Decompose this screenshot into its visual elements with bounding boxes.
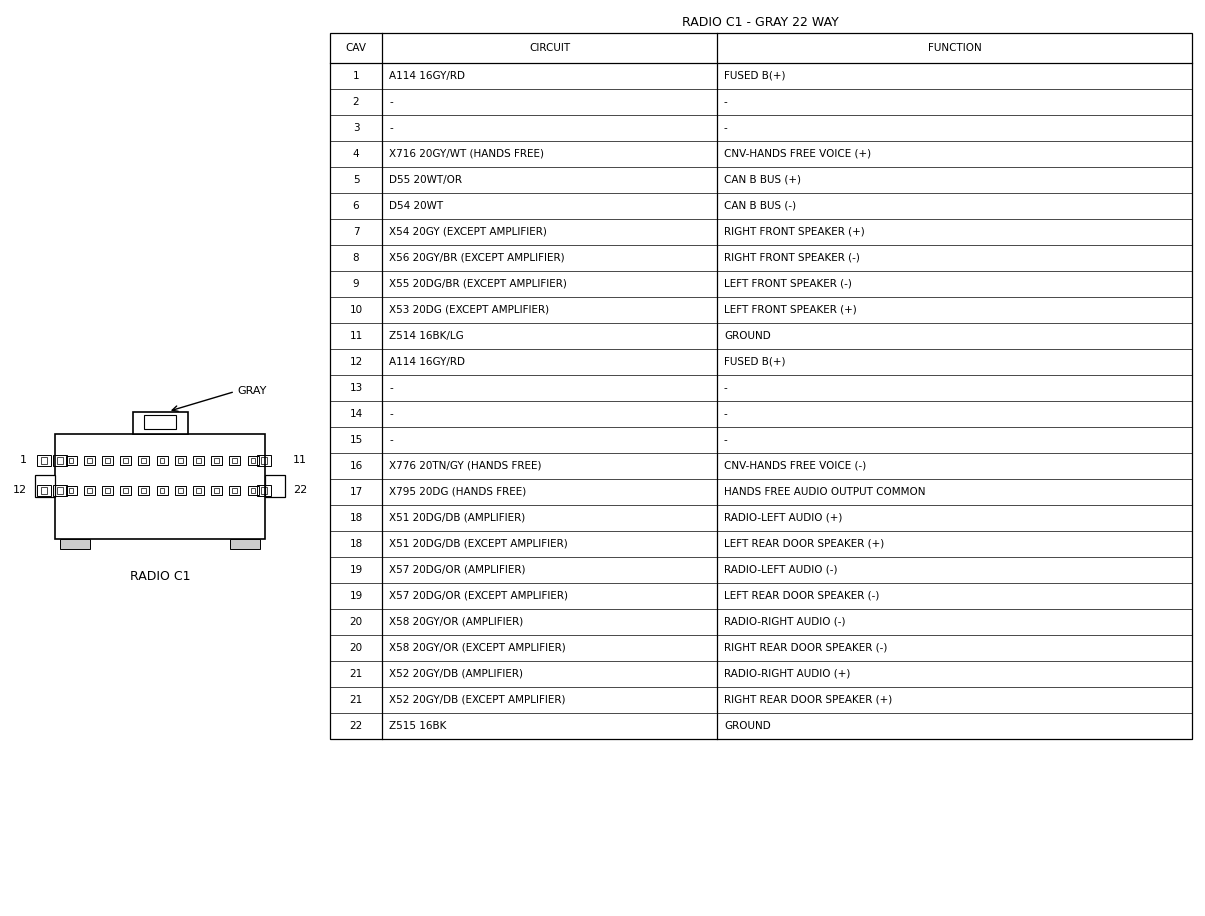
Text: X795 20DG (HANDS FREE): X795 20DG (HANDS FREE) (389, 487, 527, 497)
Text: -: - (724, 97, 728, 107)
Text: HANDS FREE AUDIO OUTPUT COMMON: HANDS FREE AUDIO OUTPUT COMMON (724, 487, 925, 497)
Text: -: - (724, 409, 728, 419)
Text: 1: 1 (20, 455, 27, 465)
Text: -: - (389, 383, 393, 393)
Text: Z515 16BK: Z515 16BK (389, 721, 446, 731)
Text: X52 20GY/DB (EXCEPT AMPLIFIER): X52 20GY/DB (EXCEPT AMPLIFIER) (389, 695, 565, 705)
Text: X52 20GY/DB (AMPLIFIER): X52 20GY/DB (AMPLIFIER) (389, 669, 523, 679)
Text: 6: 6 (353, 201, 359, 211)
Text: RIGHT REAR DOOR SPEAKER (+): RIGHT REAR DOOR SPEAKER (+) (724, 695, 892, 705)
Text: RADIO-RIGHT AUDIO (+): RADIO-RIGHT AUDIO (+) (724, 669, 851, 679)
Text: GROUND: GROUND (724, 721, 771, 731)
Text: X58 20GY/OR (AMPLIFIER): X58 20GY/OR (AMPLIFIER) (389, 617, 523, 627)
Text: -: - (389, 123, 393, 133)
Text: LEFT REAR DOOR SPEAKER (-): LEFT REAR DOOR SPEAKER (-) (724, 591, 880, 601)
Text: RADIO C1: RADIO C1 (130, 570, 190, 583)
Text: 4: 4 (353, 149, 359, 159)
Text: RADIO C1 - GRAY 22 WAY: RADIO C1 - GRAY 22 WAY (682, 16, 839, 29)
Text: LEFT FRONT SPEAKER (-): LEFT FRONT SPEAKER (-) (724, 279, 852, 289)
Text: RADIO-LEFT AUDIO (+): RADIO-LEFT AUDIO (+) (724, 513, 842, 523)
Text: CAV: CAV (346, 43, 366, 53)
Text: FUSED B(+): FUSED B(+) (724, 71, 786, 81)
Text: LEFT REAR DOOR SPEAKER (+): LEFT REAR DOOR SPEAKER (+) (724, 539, 884, 549)
Text: 17: 17 (349, 487, 363, 497)
Text: 21: 21 (349, 695, 363, 705)
Text: CAN B BUS (-): CAN B BUS (-) (724, 201, 797, 211)
Text: CIRCUIT: CIRCUIT (529, 43, 570, 53)
Text: X56 20GY/BR (EXCEPT AMPLIFIER): X56 20GY/BR (EXCEPT AMPLIFIER) (389, 253, 565, 263)
Text: 18: 18 (349, 513, 363, 523)
Text: -: - (389, 409, 393, 419)
Text: X716 20GY/WT (HANDS FREE): X716 20GY/WT (HANDS FREE) (389, 149, 543, 159)
Text: D54 20WT: D54 20WT (389, 201, 443, 211)
Polygon shape (55, 433, 265, 539)
Text: 22: 22 (349, 721, 363, 731)
Text: CAN B BUS (+): CAN B BUS (+) (724, 175, 801, 185)
Polygon shape (35, 475, 55, 497)
Polygon shape (145, 415, 176, 429)
Text: RIGHT FRONT SPEAKER (+): RIGHT FRONT SPEAKER (+) (724, 227, 865, 237)
Text: D55 20WT/OR: D55 20WT/OR (389, 175, 462, 185)
Text: X51 20DG/DB (AMPLIFIER): X51 20DG/DB (AMPLIFIER) (389, 513, 525, 523)
Text: CNV-HANDS FREE VOICE (-): CNV-HANDS FREE VOICE (-) (724, 461, 866, 471)
Text: X776 20TN/GY (HANDS FREE): X776 20TN/GY (HANDS FREE) (389, 461, 541, 471)
Text: FUNCTION: FUNCTION (928, 43, 981, 53)
Text: 15: 15 (349, 435, 363, 445)
Text: 7: 7 (353, 227, 359, 237)
Text: 11: 11 (293, 455, 307, 465)
Text: LEFT FRONT SPEAKER (+): LEFT FRONT SPEAKER (+) (724, 305, 857, 315)
Text: 10: 10 (349, 305, 363, 315)
Text: -: - (724, 435, 728, 445)
Text: 5: 5 (353, 175, 359, 185)
Text: X51 20DG/DB (EXCEPT AMPLIFIER): X51 20DG/DB (EXCEPT AMPLIFIER) (389, 539, 568, 549)
Text: GROUND: GROUND (724, 331, 771, 341)
Text: GRAY: GRAY (237, 387, 266, 397)
Text: CNV-HANDS FREE VOICE (+): CNV-HANDS FREE VOICE (+) (724, 149, 871, 159)
Text: 3: 3 (353, 123, 359, 133)
Text: 1: 1 (353, 71, 359, 81)
Text: 22: 22 (293, 485, 307, 495)
Text: A114 16GY/RD: A114 16GY/RD (389, 357, 465, 367)
Text: 19: 19 (349, 591, 363, 601)
Text: 2: 2 (353, 97, 359, 107)
Text: 20: 20 (349, 617, 363, 627)
Text: 14: 14 (349, 409, 363, 419)
Text: 16: 16 (349, 461, 363, 471)
Text: X53 20DG (EXCEPT AMPLIFIER): X53 20DG (EXCEPT AMPLIFIER) (389, 305, 549, 315)
Text: 11: 11 (349, 331, 363, 341)
Text: Z514 16BK/LG: Z514 16BK/LG (389, 331, 464, 341)
Polygon shape (60, 539, 90, 549)
Text: 18: 18 (349, 539, 363, 549)
Text: FUSED B(+): FUSED B(+) (724, 357, 786, 367)
Polygon shape (230, 539, 260, 549)
Text: X57 20DG/OR (EXCEPT AMPLIFIER): X57 20DG/OR (EXCEPT AMPLIFIER) (389, 591, 568, 601)
Text: 12: 12 (13, 485, 27, 495)
Text: X58 20GY/OR (EXCEPT AMPLIFIER): X58 20GY/OR (EXCEPT AMPLIFIER) (389, 643, 566, 653)
Text: RADIO-LEFT AUDIO (-): RADIO-LEFT AUDIO (-) (724, 565, 837, 575)
Text: 21: 21 (349, 669, 363, 679)
Text: -: - (724, 123, 728, 133)
Text: 13: 13 (349, 383, 363, 393)
Text: -: - (389, 97, 393, 107)
Polygon shape (133, 411, 188, 433)
Text: 8: 8 (353, 253, 359, 263)
Text: -: - (389, 435, 393, 445)
Text: 19: 19 (349, 565, 363, 575)
Text: 9: 9 (353, 279, 359, 289)
Text: RIGHT REAR DOOR SPEAKER (-): RIGHT REAR DOOR SPEAKER (-) (724, 643, 887, 653)
Text: 20: 20 (349, 643, 363, 653)
Text: -: - (724, 383, 728, 393)
Text: X55 20DG/BR (EXCEPT AMPLIFIER): X55 20DG/BR (EXCEPT AMPLIFIER) (389, 279, 566, 289)
Text: RIGHT FRONT SPEAKER (-): RIGHT FRONT SPEAKER (-) (724, 253, 860, 263)
Text: A114 16GY/RD: A114 16GY/RD (389, 71, 465, 81)
Text: X57 20DG/OR (AMPLIFIER): X57 20DG/OR (AMPLIFIER) (389, 565, 525, 575)
Text: 12: 12 (349, 357, 363, 367)
Polygon shape (265, 475, 286, 497)
Text: RADIO-RIGHT AUDIO (-): RADIO-RIGHT AUDIO (-) (724, 617, 846, 627)
Text: X54 20GY (EXCEPT AMPLIFIER): X54 20GY (EXCEPT AMPLIFIER) (389, 227, 547, 237)
